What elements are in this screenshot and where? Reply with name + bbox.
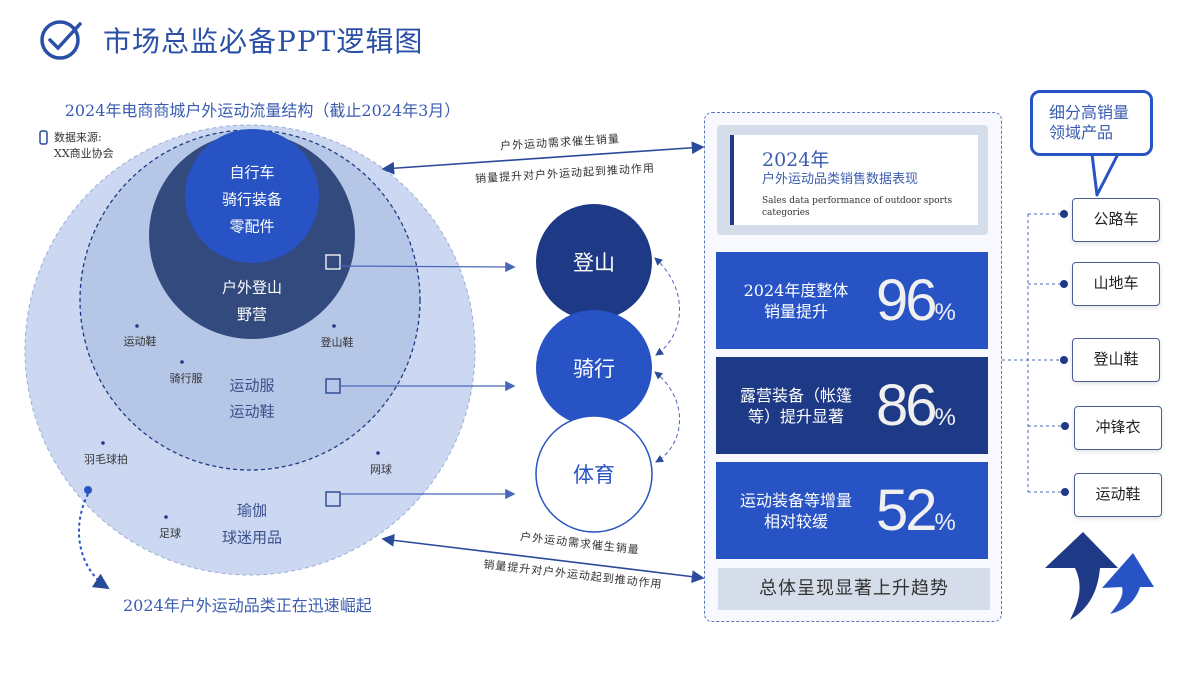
mid-label: 运动鞋 [229, 402, 275, 421]
data-source: 数据来源: XX商业协会 [54, 130, 114, 162]
stat-label: 销量提升 [763, 301, 828, 321]
source-name: XX商业协会 [54, 147, 114, 160]
outer-label: 瑜伽 [236, 501, 268, 520]
inner-label: 自行车 [229, 163, 275, 182]
stat-card: 运动装备等增量 相对较缓 52% [716, 462, 988, 559]
stat-card: 2024年度整体 销量提升 96% [716, 252, 988, 349]
diagram-subtitle: 2024年电商商城户外运动流量结构（截止2024年3月） [64, 101, 461, 120]
tag: 羽毛球拍 [84, 453, 128, 466]
dark-label: 野营 [236, 305, 268, 324]
speech-bubble: 细分高销量 领域产品 [1030, 90, 1153, 156]
header-title: 户外运动品类销售数据表现 [762, 172, 919, 187]
tag: 运动鞋 [123, 335, 157, 348]
product-box: 冲锋衣 [1074, 406, 1162, 450]
tag: 网球 [370, 463, 392, 476]
product-box: 运动鞋 [1074, 473, 1162, 517]
circle-label: 骑行 [573, 357, 615, 381]
inner-circle [185, 129, 319, 263]
source-icon [39, 130, 48, 145]
stat-value: 96% [876, 268, 956, 333]
product-box: 山地车 [1072, 262, 1160, 306]
product-box: 公路车 [1072, 198, 1160, 242]
circle-label: 体育 [573, 463, 615, 487]
rise-text: 2024年户外运动品类正在迅速崛起 [123, 596, 372, 615]
page-title: 市场总监必备PPT逻辑图 [103, 25, 424, 58]
source-label: 数据来源: [54, 131, 102, 144]
rising-arrow-icon [1102, 553, 1154, 614]
rising-arrow-icon [1045, 532, 1118, 620]
product-box: 登山鞋 [1072, 338, 1160, 382]
marker-square [325, 254, 341, 270]
dark-label: 户外登山 [221, 278, 283, 297]
header-year: 2024年 [762, 149, 830, 171]
circle-label: 登山 [573, 251, 615, 275]
stat-label: 相对较缓 [763, 511, 828, 531]
tag: 登山鞋 [320, 336, 354, 349]
stat-label: 等）提升显著 [747, 406, 844, 426]
inner-label: 零配件 [229, 217, 275, 236]
circle-cycling [536, 310, 652, 426]
check-circle-icon [40, 20, 82, 60]
panel-header-card: 2024年 户外运动品类销售数据表现 Sales data performanc… [730, 135, 978, 225]
outer-label: 球迷用品 [221, 528, 283, 547]
tag: 骑行服 [169, 372, 203, 385]
header-english: Sales data performance of outdoor sports… [762, 196, 953, 218]
stat-card: 露营装备（帐篷 等）提升显著 86% [716, 357, 988, 454]
stat-value: 52% [876, 478, 956, 543]
stat-label: 运动装备等增量 [739, 490, 852, 510]
stat-label: 露营装备（帐篷 [739, 385, 852, 405]
panel-footer: 总体呈现显著上升趋势 [718, 568, 990, 610]
stat-label: 2024年度整体 [743, 280, 849, 300]
circle-sports [535, 415, 653, 533]
mid-label: 运动服 [229, 376, 275, 395]
stat-value: 86% [876, 373, 956, 438]
tag: 足球 [159, 527, 181, 540]
inner-label: 骑行装备 [221, 190, 283, 209]
marker-square [325, 491, 341, 507]
circle-hiking [536, 204, 652, 320]
